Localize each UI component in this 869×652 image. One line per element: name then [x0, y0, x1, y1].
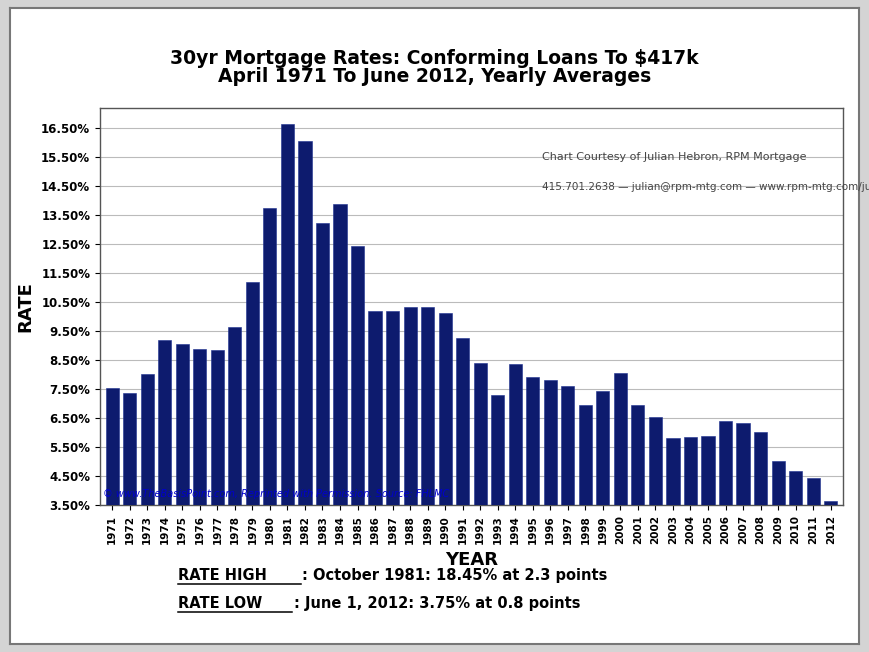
Bar: [229, 327, 242, 607]
Bar: [386, 310, 399, 607]
Bar: [579, 406, 592, 607]
Bar: [789, 471, 802, 607]
Bar: [211, 350, 224, 607]
Text: 30yr Mortgage Rates: Conforming Loans To $417k: 30yr Mortgage Rates: Conforming Loans To…: [170, 49, 699, 68]
Text: RATE LOW: RATE LOW: [178, 595, 262, 611]
Bar: [508, 364, 521, 607]
Text: RATE HIGH: RATE HIGH: [178, 567, 267, 583]
Bar: [736, 423, 750, 607]
Bar: [614, 373, 627, 607]
Bar: [298, 141, 311, 607]
Y-axis label: RATE: RATE: [17, 281, 34, 332]
Bar: [667, 437, 680, 607]
Bar: [123, 393, 136, 607]
Bar: [649, 417, 662, 607]
Bar: [772, 460, 785, 607]
Bar: [158, 340, 171, 607]
Bar: [491, 394, 504, 607]
Bar: [596, 391, 609, 607]
Bar: [263, 208, 276, 607]
Bar: [719, 421, 732, 607]
Text: April 1971 To June 2012, Yearly Averages: April 1971 To June 2012, Yearly Averages: [218, 67, 651, 87]
Text: Chart Courtesy of Julian Hebron, RPM Mortgage: Chart Courtesy of Julian Hebron, RPM Mor…: [542, 153, 806, 162]
Bar: [684, 437, 697, 607]
Bar: [246, 282, 259, 607]
Bar: [527, 377, 540, 607]
Bar: [141, 374, 154, 607]
X-axis label: YEAR: YEAR: [445, 551, 498, 569]
Text: : June 1, 2012: 3.75% at 0.8 points: : June 1, 2012: 3.75% at 0.8 points: [294, 595, 580, 611]
Text: 415.701.2638 — julian@rpm-mtg.com — www.rpm-mtg.com/julian: 415.701.2638 — julian@rpm-mtg.com — www.…: [542, 182, 869, 192]
Bar: [334, 204, 347, 607]
Bar: [806, 478, 819, 607]
Bar: [701, 436, 714, 607]
Text: : October 1981: 18.45% at 2.3 points: : October 1981: 18.45% at 2.3 points: [302, 567, 607, 583]
Bar: [544, 380, 557, 607]
Bar: [176, 344, 189, 607]
Bar: [754, 432, 767, 607]
Bar: [421, 307, 434, 607]
Bar: [456, 338, 469, 607]
Bar: [351, 246, 364, 607]
Bar: [193, 349, 207, 607]
Bar: [368, 311, 381, 607]
Bar: [561, 386, 574, 607]
Bar: [439, 313, 452, 607]
Bar: [316, 222, 329, 607]
Bar: [281, 124, 294, 607]
Text: © www.TheBasisPoint.com, Reprinted with Permission. Source: FHLMC: © www.TheBasisPoint.com, Reprinted with …: [103, 490, 449, 499]
Bar: [403, 306, 416, 607]
Bar: [632, 404, 645, 607]
Bar: [824, 501, 837, 607]
Bar: [474, 363, 487, 607]
Bar: [106, 388, 119, 607]
